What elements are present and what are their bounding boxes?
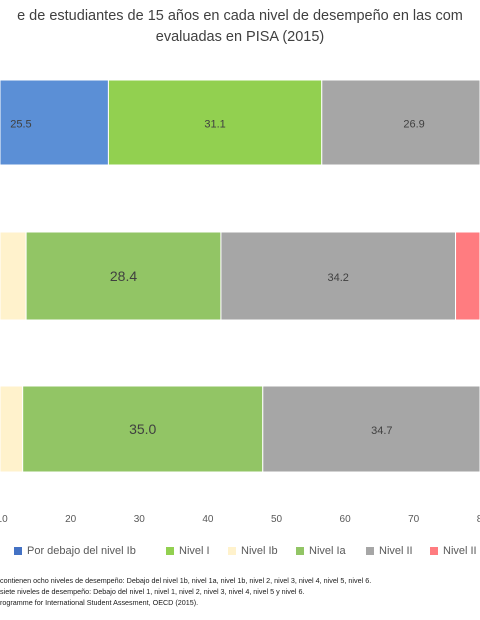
chart-title-line-2: evaluadas en PISA (2015) bbox=[155, 29, 325, 45]
bar-3-segment-nivel-ib bbox=[0, 385, 24, 473]
chart-title: e de estudiantes de 15 años en cada nive… bbox=[0, 6, 480, 48]
x-tick-label: 80 bbox=[477, 514, 480, 525]
legend-swatch bbox=[296, 547, 304, 555]
legend-item-nivel-ii: Nivel II bbox=[366, 545, 413, 557]
legend-label: Nivel I bbox=[179, 545, 210, 557]
bar-2-segment-nivel-ii bbox=[220, 231, 457, 321]
x-tick-label: 70 bbox=[408, 514, 420, 525]
bar-1-segment-nivel-ii bbox=[321, 79, 480, 166]
legend-swatch bbox=[228, 547, 236, 555]
legend-item-nivel-iii: Nivel II bbox=[430, 545, 477, 557]
note-line-2: siete niveles de desempeño: Debajo del n… bbox=[0, 587, 305, 596]
legend-label: Nivel II bbox=[443, 545, 477, 557]
legend-label: Por debajo del nivel Ib bbox=[27, 545, 136, 557]
chart-notes: contienen ocho niveles de desempeño: Deb… bbox=[0, 575, 480, 608]
legend-item-nivel-ia: Nivel Ia bbox=[296, 545, 346, 557]
legend-item-nivel-i: Nivel I bbox=[166, 545, 210, 557]
data-label: 34.2 bbox=[328, 272, 349, 284]
legend-swatch bbox=[166, 547, 174, 555]
x-tick-label: 30 bbox=[134, 514, 146, 525]
x-tick-label: 50 bbox=[271, 514, 283, 525]
chart-title-line-1: e de estudiantes de 15 años en cada nive… bbox=[17, 8, 463, 24]
data-label: 25.5 bbox=[10, 119, 31, 131]
chart-legend: Por debajo del nivel Ib Nivel I Nivel Ib… bbox=[0, 545, 480, 563]
bar-3-segment-nivel-ia bbox=[22, 385, 264, 473]
bar-2-segment-nivel-iii bbox=[455, 231, 480, 321]
data-label: 31.1 bbox=[204, 119, 225, 131]
x-tick-label: 40 bbox=[202, 514, 214, 525]
legend-swatch bbox=[366, 547, 374, 555]
bar-1-segment-por-debajo-del-nivel-ib bbox=[0, 79, 109, 166]
data-label: 35.0 bbox=[129, 421, 156, 437]
bar-1-segment-nivel-i bbox=[107, 79, 323, 166]
data-label: 28.4 bbox=[110, 268, 137, 284]
data-label: 34.7 bbox=[371, 425, 392, 437]
legend-swatch bbox=[430, 547, 438, 555]
legend-swatch bbox=[14, 547, 22, 555]
bar-2-segment-nivel-ia bbox=[25, 231, 222, 321]
legend-label: Nivel II bbox=[379, 545, 413, 557]
stacked-bar-chart: 25.5 31.1 26.9 28.4 34.2 35.0 34.7 10 20 30 40 50 60… bbox=[0, 79, 480, 525]
legend-label: Nivel Ia bbox=[309, 545, 346, 557]
x-tick-label: 20 bbox=[65, 514, 77, 525]
x-tick-label: 60 bbox=[340, 514, 352, 525]
note-line-3: rogramme for International Student Asses… bbox=[0, 598, 199, 607]
bar-2-segment-nivel-ib bbox=[0, 231, 27, 321]
legend-item-nivel-ib: Nivel Ib bbox=[228, 545, 278, 557]
bar-3-segment-nivel-ii bbox=[262, 385, 480, 473]
note-line-1: contienen ocho niveles de desempeño: Deb… bbox=[0, 576, 372, 585]
data-label: 26.9 bbox=[403, 119, 424, 131]
legend-item-por-debajo-nivel-ib: Por debajo del nivel Ib bbox=[14, 545, 136, 557]
legend-label: Nivel Ib bbox=[241, 545, 278, 557]
x-tick-label: 10 bbox=[0, 514, 8, 525]
